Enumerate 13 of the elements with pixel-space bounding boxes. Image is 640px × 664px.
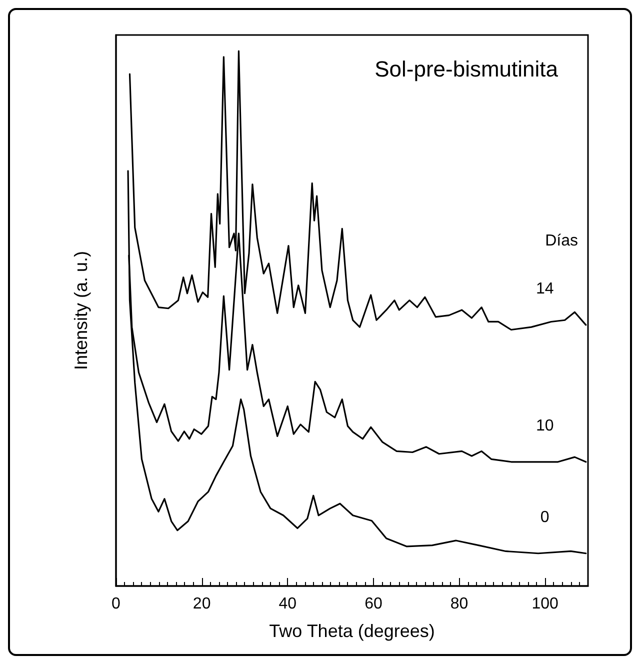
x-tick-label: 20 <box>192 596 211 612</box>
legend-title: Días <box>545 232 578 250</box>
series-label: 14 <box>536 280 554 298</box>
chart-title: Sol-pre-bismutinita <box>374 56 559 82</box>
x-tick-label: 80 <box>450 596 468 612</box>
x-tick-label: 60 <box>364 596 382 612</box>
series-label: 0 <box>540 508 550 526</box>
x-tick-label: 100 <box>532 596 559 612</box>
series-label: 10 <box>536 417 554 434</box>
y-axis-title: Intensity (a. u.) <box>71 250 91 370</box>
x-tick-label: 0 <box>112 596 121 612</box>
x-axis-title: Two Theta (degrees) <box>269 621 435 641</box>
x-tick-label: 40 <box>278 596 297 612</box>
